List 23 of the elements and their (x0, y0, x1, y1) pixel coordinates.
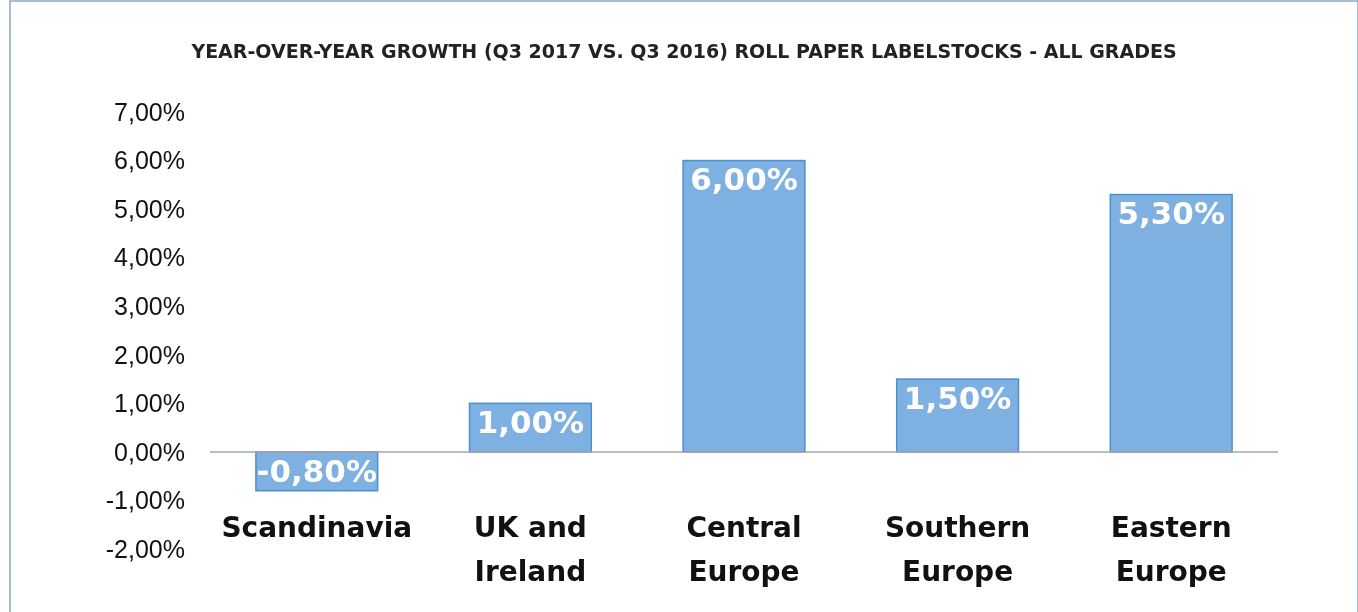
bar (1109, 193, 1233, 453)
y-tick-label: 1,00% (114, 389, 185, 418)
y-tick-label: 5,00% (114, 194, 185, 223)
x-tick-label: Central Europe (686, 510, 802, 588)
data-label: 6,00% (690, 161, 798, 198)
y-tick-label: 4,00% (114, 243, 185, 272)
x-tick-label: UK and Ireland (473, 510, 587, 588)
data-label: -0,80% (256, 453, 378, 490)
y-tick-label: -1,00% (105, 486, 185, 515)
y-tick-label: 2,00% (114, 340, 185, 369)
bar (682, 159, 806, 453)
y-tick-label: 6,00% (114, 146, 185, 175)
data-label: 1,00% (476, 404, 585, 441)
data-label: 5,30% (1117, 195, 1225, 232)
data-label: 1,50% (903, 379, 1012, 416)
x-tick-label: Eastern Europe (1110, 510, 1232, 588)
x-tick-label: Southern Europe (884, 510, 1031, 588)
y-tick-label: 7,00% (114, 97, 185, 126)
y-tick-label: 3,00% (114, 291, 185, 320)
x-tick-label: Scandinavia (221, 510, 413, 544)
y-tick-label: 0,00% (114, 437, 185, 466)
y-tick-label: -2,00% (105, 534, 185, 563)
chart-title: YEAR-OVER-YEAR GROWTH (Q3 2017 VS. Q3 2016) ROLL PAPER LABELSTOCKS - ALL GRADES (190, 40, 1177, 62)
